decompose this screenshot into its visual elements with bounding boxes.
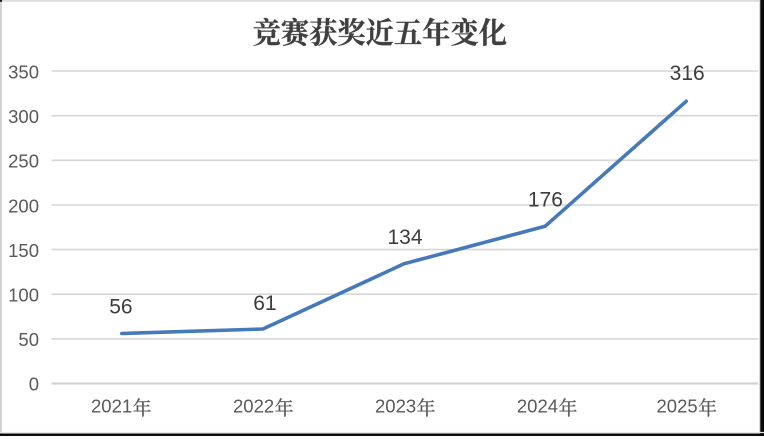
svg-text:250: 250 [8, 151, 39, 172]
svg-text:50: 50 [18, 329, 39, 350]
svg-text:56: 56 [109, 295, 132, 318]
svg-text:2025: 2025 [657, 395, 698, 416]
svg-text:100: 100 [8, 284, 39, 305]
svg-text:316: 316 [670, 62, 705, 85]
svg-text:2022: 2022 [233, 395, 274, 416]
svg-text:350: 350 [8, 62, 39, 83]
svg-text:2023: 2023 [375, 395, 416, 416]
svg-text:300: 300 [8, 106, 39, 127]
svg-text:2021: 2021 [91, 395, 132, 416]
svg-text:134: 134 [387, 226, 422, 249]
svg-text:61: 61 [253, 292, 276, 315]
svg-text:150: 150 [8, 240, 39, 261]
svg-text:176: 176 [528, 189, 563, 212]
svg-text:2024: 2024 [517, 395, 558, 416]
svg-text:200: 200 [8, 195, 39, 216]
svg-text:0: 0 [29, 374, 39, 395]
